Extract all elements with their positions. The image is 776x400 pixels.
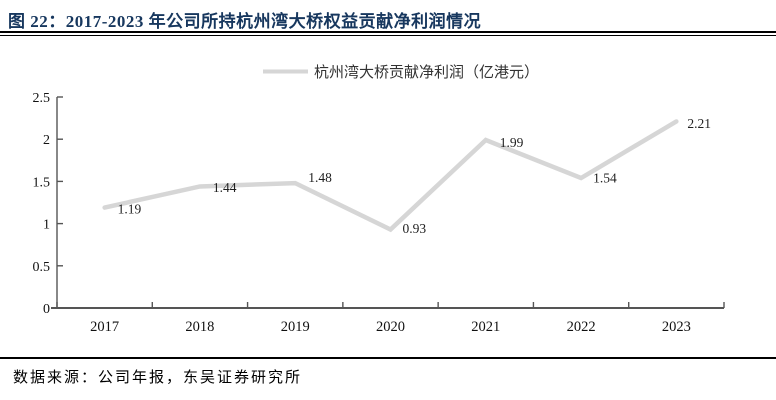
data-label: 1.19 — [118, 202, 142, 217]
x-tick-label: 2020 — [376, 319, 405, 335]
footer-divider — [0, 357, 776, 359]
figure-title: 图 22：2017-2023 年公司所持杭州湾大桥权益贡献净利润情况 — [8, 12, 482, 31]
title-divider — [0, 31, 776, 36]
net-profit-line-chart: 杭州湾大桥贡献净利润（亿港元） 0 0.5 1 1.5 2 2.5 2017 2018 2019 2… — [33, 64, 725, 335]
x-tick-label: 2021 — [471, 319, 500, 335]
y-tick-label: 0.5 — [33, 260, 51, 275]
y-tick-label: 1 — [43, 218, 50, 233]
data-label: 2.21 — [687, 116, 711, 131]
data-label: 1.99 — [500, 135, 524, 150]
legend-label: 杭州湾大桥贡献净利润（亿港元） — [314, 64, 539, 81]
y-tick-label: 2 — [43, 133, 50, 148]
y-tick-label: 2.5 — [33, 91, 51, 106]
y-tick-label: 0 — [43, 302, 50, 317]
x-tick-label: 2018 — [185, 319, 214, 335]
data-label: 1.44 — [213, 180, 237, 195]
data-label: 0.93 — [403, 221, 427, 236]
data-label: 1.54 — [593, 171, 617, 186]
data-label: 1.48 — [308, 170, 332, 185]
y-tick-label: 1.5 — [33, 175, 51, 190]
x-tick-label: 2017 — [90, 319, 119, 335]
x-tick-label: 2022 — [567, 319, 596, 335]
profit-line — [102, 119, 679, 233]
data-source: 数据来源：公司年报，东吴证券研究所 — [13, 370, 303, 386]
x-tick-label: 2019 — [281, 319, 310, 335]
x-tick-label: 2023 — [662, 319, 691, 335]
